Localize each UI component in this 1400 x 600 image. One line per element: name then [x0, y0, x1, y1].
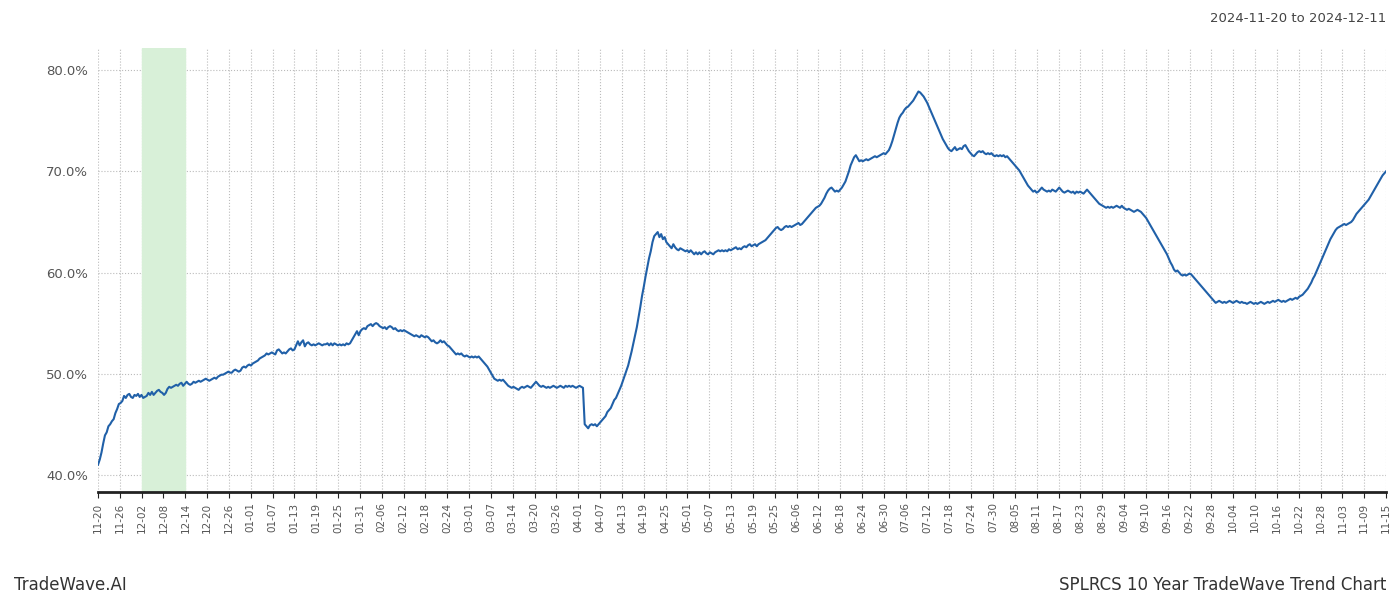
Text: 2024-11-20 to 2024-12-11: 2024-11-20 to 2024-12-11	[1210, 12, 1386, 25]
Text: TradeWave.AI: TradeWave.AI	[14, 576, 127, 594]
Text: SPLRCS 10 Year TradeWave Trend Chart: SPLRCS 10 Year TradeWave Trend Chart	[1058, 576, 1386, 594]
Bar	[141, 48, 185, 492]
